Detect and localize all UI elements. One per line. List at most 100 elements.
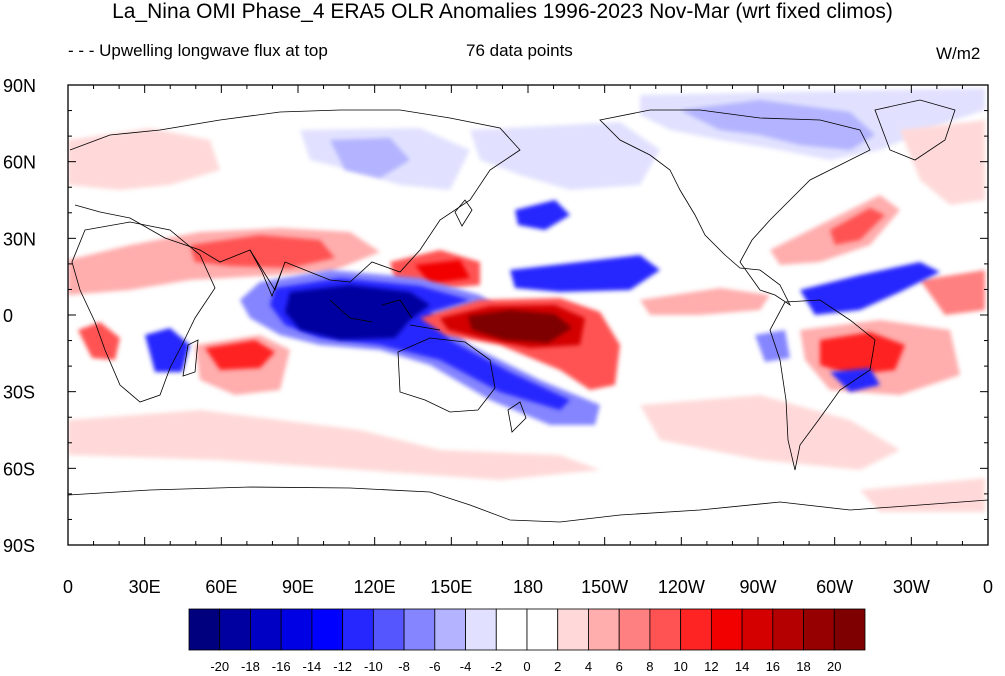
colorbar: -20 -18 -16 -14 -12 -10 -8 -6 -4 -2 0 2 4 6 8 10 12 14 16 1… (188, 608, 866, 674)
colorbar-swatch (526, 608, 559, 651)
antarctic-coast-positive-anomaly (860, 478, 985, 512)
lon-tick-label: 120W (658, 577, 705, 597)
south-pacific-positive-anomaly (640, 395, 900, 470)
units-label: W/m2 (936, 44, 981, 63)
lon-tick-label: 150W (581, 577, 628, 597)
indonesia-coastline (329, 299, 441, 331)
north-america-coastline (599, 109, 871, 307)
equatorial-atlantic-positive (640, 288, 770, 315)
colorbar-swatch (465, 608, 497, 651)
amazon-negative (755, 330, 790, 362)
africa-coastline (71, 221, 216, 403)
greenland-coastline (874, 99, 956, 161)
north-pacific-negative-anomaly (470, 122, 660, 190)
colorbar-label: 0 (523, 659, 530, 674)
lat-tick-label: 30S (3, 383, 35, 403)
latitude-axis: 90N 60N 30N 0 30S 60S 90S (3, 76, 988, 556)
longitude-axis: 0 30E 60E 90E 120E 150E 180 150W 120W 90W 60W 30W 0 (63, 85, 993, 597)
lat-tick-label: 60S (3, 459, 35, 479)
lon-tick-label: 0 (63, 577, 73, 597)
coastlines (68, 99, 988, 523)
lat-tick-label: 30N (3, 229, 36, 249)
colorbar-label: -18 (241, 659, 260, 674)
greenland-positive-anomaly (900, 120, 985, 205)
colorbar-label: 18 (796, 659, 810, 674)
colorbar-swatch (280, 608, 313, 651)
east-africa-negative-anomaly (145, 328, 190, 372)
colorbar-label: -16 (272, 659, 291, 674)
subtropical-south-america-positive-core (820, 332, 905, 375)
lat-tick-label: 60N (3, 153, 36, 173)
north-america-negative-anomaly (680, 100, 875, 150)
colorbar-swatch (250, 608, 282, 651)
siberia-negative-anomaly (330, 138, 410, 178)
data-point-count: 76 data points (466, 41, 573, 60)
colorbar-swatch (403, 608, 436, 651)
colorbar-swatch (342, 608, 374, 651)
lon-tick-label: 90W (739, 577, 776, 597)
north-atlantic-positive-core (830, 208, 885, 245)
colorbar-swatch (219, 608, 251, 651)
colorbar-swatch (680, 608, 712, 651)
colorbar-label: 16 (766, 659, 780, 674)
antarctica-coastline (68, 486, 988, 523)
colorbar-label: 8 (646, 659, 653, 674)
colorbar-label: -12 (333, 659, 352, 674)
colorbar-label: 6 (616, 659, 623, 674)
eurasia-coastline (69, 109, 521, 291)
colorbar-label: 10 (673, 659, 687, 674)
colorbar-swatch (372, 608, 405, 651)
colorbar-label: 2 (554, 659, 561, 674)
olr-anomaly-field (68, 88, 985, 512)
colorbar-label: 4 (585, 659, 592, 674)
maritime-continent-negative-core (285, 285, 430, 340)
europe-positive-anomaly (68, 128, 220, 190)
lon-tick-label: 60E (205, 577, 237, 597)
colorbar-label: 14 (735, 659, 749, 674)
colorbar-label: -6 (429, 659, 441, 674)
colorbar-swatch (618, 608, 651, 651)
variable-description: - - - Upwelling longwave flux at top (68, 41, 328, 60)
west-pacific-north-positive-core (415, 260, 470, 284)
colorbar-swatch (495, 608, 528, 651)
plot-title: La_Nina OMI Phase_4 ERA5 OLR Anomalies 1… (112, 0, 893, 23)
madagascar-coastline (182, 339, 199, 377)
australia-coastline (397, 337, 496, 413)
colorbar-label: 12 (704, 659, 718, 674)
indian-subcontinent-coastline (249, 249, 283, 298)
lon-tick-label: 120E (354, 577, 396, 597)
colorbar-label: -2 (490, 659, 502, 674)
lat-tick-label: 90S (3, 536, 35, 556)
lon-tick-label: 150E (430, 577, 472, 597)
colorbar-label: -10 (364, 659, 383, 674)
japan-coastline (454, 199, 473, 227)
lat-tick-label: 0 (3, 306, 13, 326)
colorbar-label: -8 (398, 659, 410, 674)
map-panel (67, 84, 989, 546)
colorbar-swatch (833, 608, 866, 651)
colorbar-swatch (710, 608, 743, 651)
lat-tick-label: 90N (3, 76, 36, 96)
colorbar-swatch (311, 608, 344, 651)
lon-tick-label: 60W (816, 577, 853, 597)
colorbar-swatch (803, 608, 835, 651)
lon-tick-label: 0 (983, 577, 993, 597)
southwest-africa-positive (78, 322, 120, 360)
colorbar-swatch (741, 608, 774, 651)
southern-ocean-positive-anomaly (68, 410, 600, 480)
north-pacific-negative-core (515, 200, 570, 230)
lon-tick-label: 90E (282, 577, 314, 597)
central-pacific-north-negative (510, 255, 660, 292)
colorbar-label: -20 (210, 659, 229, 674)
colorbar-label: -14 (303, 659, 322, 674)
south-america-coastline (769, 299, 876, 471)
colorbar-swatch (588, 608, 620, 651)
colorbar-swatch (557, 608, 589, 651)
new-zealand-coastline (507, 401, 527, 433)
south-indian-ocean-positive-core (205, 340, 275, 370)
colorbar-swatch (649, 608, 682, 651)
colorbar-swatch (434, 608, 466, 651)
tropical-atlantic-negative (800, 262, 940, 315)
colorbar-label: 20 (827, 659, 841, 674)
